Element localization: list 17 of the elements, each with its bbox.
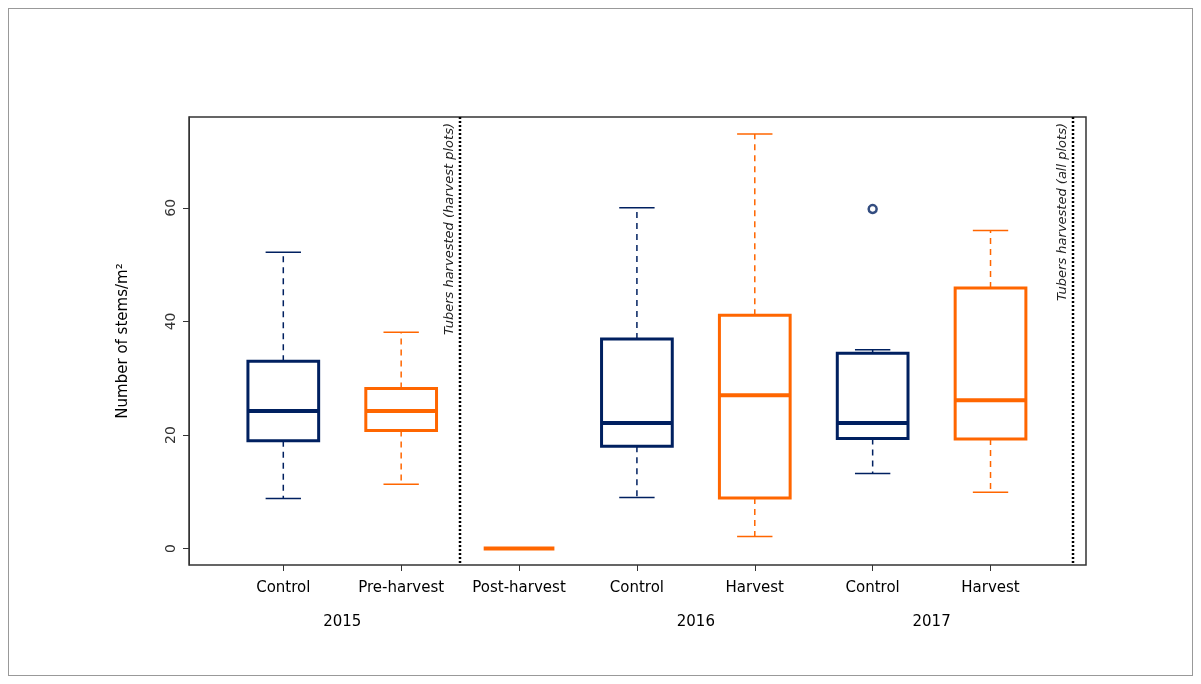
y-axis-title: Number of stems/m² <box>112 263 131 419</box>
y-tick-label: 40 <box>162 312 178 331</box>
annotation: Tubers harvested (harvest plots) <box>441 123 457 335</box>
x-tick-label: Pre-harvest <box>358 577 445 596</box>
x-tick-label: Harvest <box>961 577 1020 596</box>
text: 2017 <box>912 611 951 630</box>
text: 2015 <box>323 611 362 630</box>
y-tick-label: 0 <box>162 544 178 553</box>
x-tick-label: Control <box>845 577 900 596</box>
x-tick-label: Control <box>256 577 311 596</box>
x-tick-label: Post-harvest <box>472 577 566 596</box>
y-tick-label: 20 <box>162 426 178 444</box>
x-tick-label: Harvest <box>725 577 785 596</box>
annotation: Tubers harvested (all plots) <box>1054 123 1070 302</box>
text: 2016 <box>676 611 715 630</box>
y-tick-label: 60 <box>162 198 178 217</box>
x-tick-label: Control <box>609 577 665 596</box>
